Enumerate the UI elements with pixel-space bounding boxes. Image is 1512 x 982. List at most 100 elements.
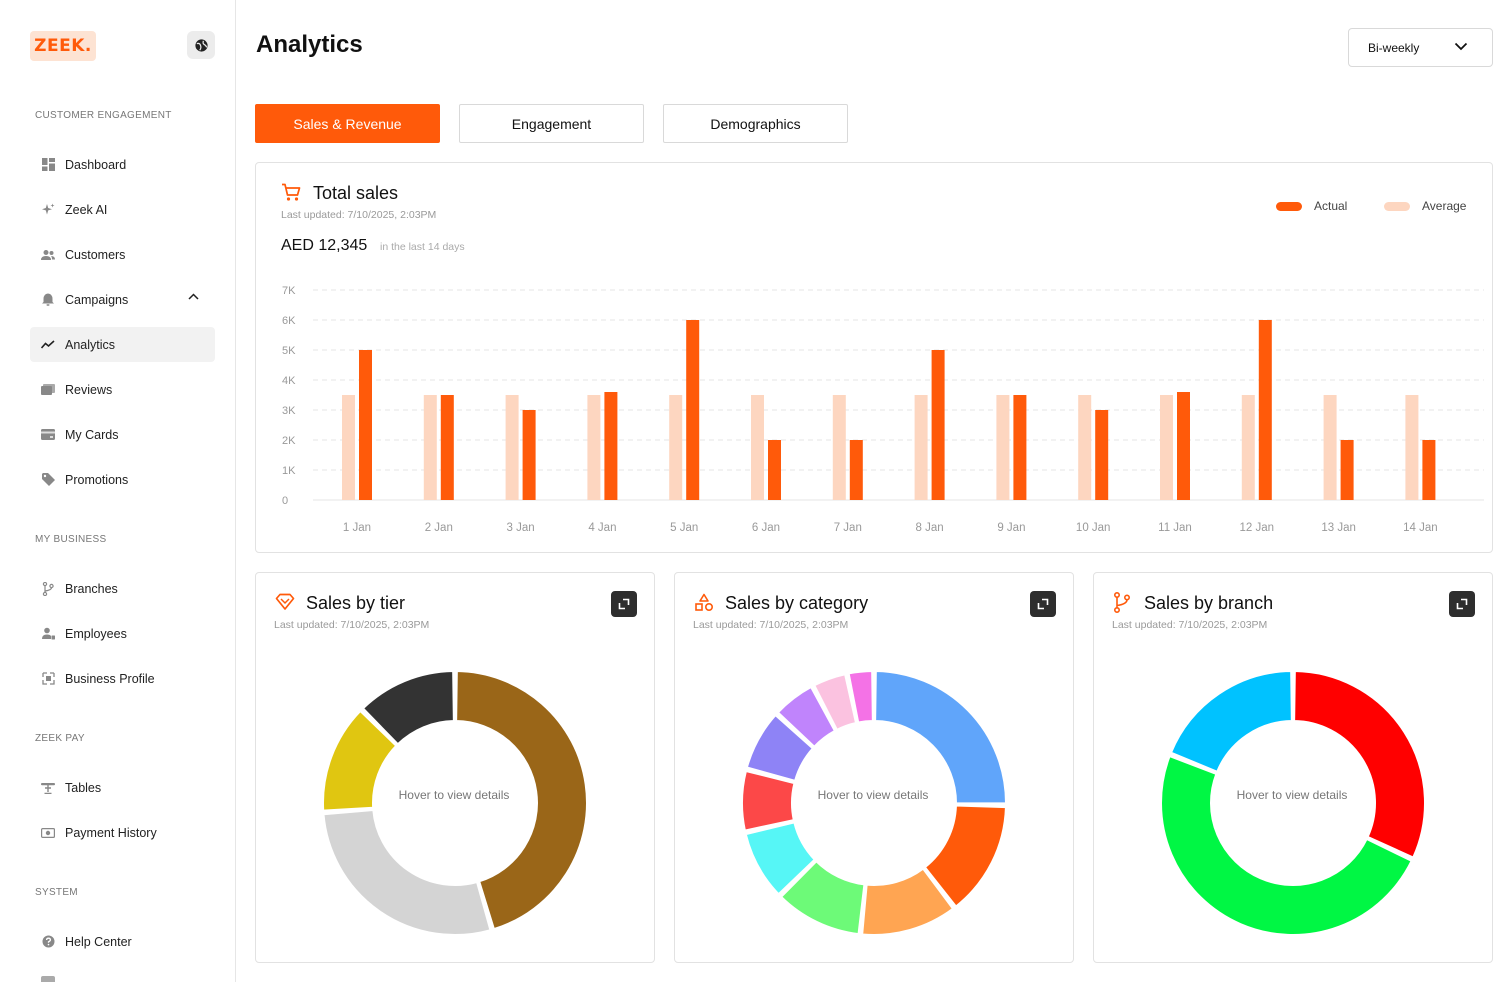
donut-center-hint: Hover to view details [398, 788, 510, 802]
sidebar-item-customers[interactable]: Customers [30, 237, 215, 272]
sales-by-branch-card: Sales by branch Last updated: 7/10/2025,… [1093, 572, 1493, 963]
bar-average[interactable] [1241, 395, 1255, 500]
cash-icon [41, 826, 55, 840]
bar-average[interactable] [1323, 395, 1337, 500]
bar-average[interactable] [342, 395, 355, 500]
donut-slice[interactable] [1169, 670, 1293, 773]
sidebar-item-branches[interactable]: Branches [30, 571, 215, 606]
bar-actual[interactable] [849, 440, 863, 500]
donut-slice[interactable] [745, 714, 814, 782]
expand-button[interactable] [611, 591, 637, 617]
donut-slice[interactable] [776, 685, 836, 748]
sidebar-item-analytics[interactable]: Analytics [30, 327, 215, 362]
sidebar-item-help-center[interactable]: Help Center [30, 924, 215, 959]
sidebar-item-label: Customers [65, 247, 126, 262]
bar-average[interactable] [832, 395, 846, 500]
bar-actual[interactable] [1013, 395, 1027, 500]
expand-button[interactable] [1449, 591, 1475, 617]
bar-average[interactable] [587, 395, 601, 500]
sales-by-branch-updated: Last updated: 7/10/2025, 2:03PM [1112, 619, 1268, 631]
language-button[interactable] [187, 31, 215, 59]
sales-by-branch-donut[interactable] [1094, 573, 1492, 962]
y-tick-label: 6K [282, 315, 296, 327]
bar-actual[interactable] [1177, 392, 1190, 500]
table-icon [41, 781, 55, 795]
donut-slice[interactable] [874, 670, 1007, 805]
bar-actual[interactable] [1095, 410, 1109, 500]
donut-slice[interactable] [455, 670, 588, 931]
expand-button[interactable] [1030, 591, 1056, 617]
donut-slice[interactable] [322, 808, 492, 936]
y-tick-label: 4K [282, 375, 296, 387]
bar-actual[interactable] [1340, 440, 1354, 500]
sidebar-item-label: Promotions [65, 472, 129, 487]
donut-slice[interactable] [1293, 670, 1426, 859]
bar-actual[interactable] [768, 440, 781, 500]
trend-icon [41, 338, 55, 352]
period-select[interactable]: Bi-weekly [1348, 28, 1493, 67]
bar-actual[interactable] [359, 350, 372, 500]
users-icon [41, 248, 55, 262]
bar-actual[interactable] [686, 320, 700, 500]
bar-average[interactable] [1405, 395, 1419, 500]
sales-by-tier-donut[interactable] [256, 573, 654, 962]
bar-average[interactable] [1160, 395, 1173, 500]
help-icon [41, 935, 55, 949]
shapes-icon [695, 593, 714, 612]
sidebar-item-label: Tables [65, 780, 102, 795]
bar-actual[interactable] [604, 392, 618, 500]
bar-average[interactable] [669, 395, 683, 500]
period-select-value: Bi-weekly [1368, 40, 1420, 55]
legend-label: Actual [1314, 199, 1348, 213]
zeek-logo[interactable]: ZEEK. [30, 31, 96, 61]
donut-slice[interactable] [361, 670, 455, 746]
bar-average[interactable] [996, 395, 1010, 500]
total-sales-updated: Last updated: 7/10/2025, 2:03PM [281, 209, 437, 221]
sidebar-item-label: Business Profile [65, 671, 155, 686]
sidebar-item-business-profile[interactable]: Business Profile [30, 661, 215, 696]
bar-actual[interactable] [440, 395, 454, 500]
chevron-up-icon[interactable] [188, 293, 199, 300]
donut-slice[interactable] [923, 804, 1007, 908]
y-tick-label: 1K [282, 465, 296, 477]
section-label-engagement: CUSTOMER ENGAGEMENT [35, 110, 172, 121]
total-sales-amount: AED 12,345 [281, 237, 368, 254]
donut-slice[interactable] [744, 821, 816, 896]
bar-actual[interactable] [931, 350, 945, 500]
bar-actual[interactable] [1422, 440, 1436, 500]
donut-slice[interactable] [861, 867, 955, 936]
bar-average[interactable] [1078, 395, 1092, 500]
sidebar-item-payment-history[interactable]: Payment History [30, 815, 215, 850]
sidebar-item-employees[interactable]: Employees [30, 616, 215, 651]
sales-by-category-card: Sales by category Last updated: 7/10/202… [674, 572, 1074, 963]
bar-average[interactable] [505, 395, 519, 500]
tab-demographics[interactable]: Demographics [663, 104, 848, 143]
bar-average[interactable] [423, 395, 437, 500]
sidebar: ZEEK. CUSTOMER ENGAGEMENT Dashboard Zeek… [0, 0, 236, 982]
sales-by-category-donut[interactable] [675, 573, 1073, 962]
profile-icon [41, 672, 55, 686]
donut-slice[interactable] [741, 769, 796, 832]
sidebar-item-tables[interactable]: Tables [30, 770, 215, 805]
sidebar-item-my-cards[interactable]: My Cards [30, 417, 215, 452]
donut-slice[interactable] [780, 860, 866, 936]
donut-slice[interactable] [813, 673, 858, 731]
bar-actual[interactable] [1258, 320, 1272, 500]
donut-slice[interactable] [847, 670, 874, 724]
bar-actual[interactable] [522, 410, 536, 500]
sidebar-item-dashboard[interactable]: Dashboard [30, 147, 215, 182]
bar-average[interactable] [751, 395, 764, 500]
expand-icon [618, 598, 630, 610]
donut-slice[interactable] [322, 709, 398, 812]
sales-by-category-title: Sales by category [725, 593, 869, 613]
tab-engagement[interactable]: Engagement [459, 104, 644, 143]
sidebar-item-promotions[interactable]: Promotions [30, 462, 215, 497]
donut-slice[interactable] [1160, 755, 1413, 936]
donut-center-hint: Hover to view details [817, 788, 929, 802]
sidebar-item-reviews[interactable]: Reviews [30, 372, 215, 407]
bar-average[interactable] [914, 395, 928, 500]
sidebar-item-label: Branches [65, 581, 118, 596]
sidebar-item-zeek-ai[interactable]: Zeek AI [30, 192, 215, 227]
tab-sales-revenue[interactable]: Sales & Revenue [255, 104, 440, 143]
sidebar-item-campaigns[interactable]: Campaigns [30, 282, 215, 317]
